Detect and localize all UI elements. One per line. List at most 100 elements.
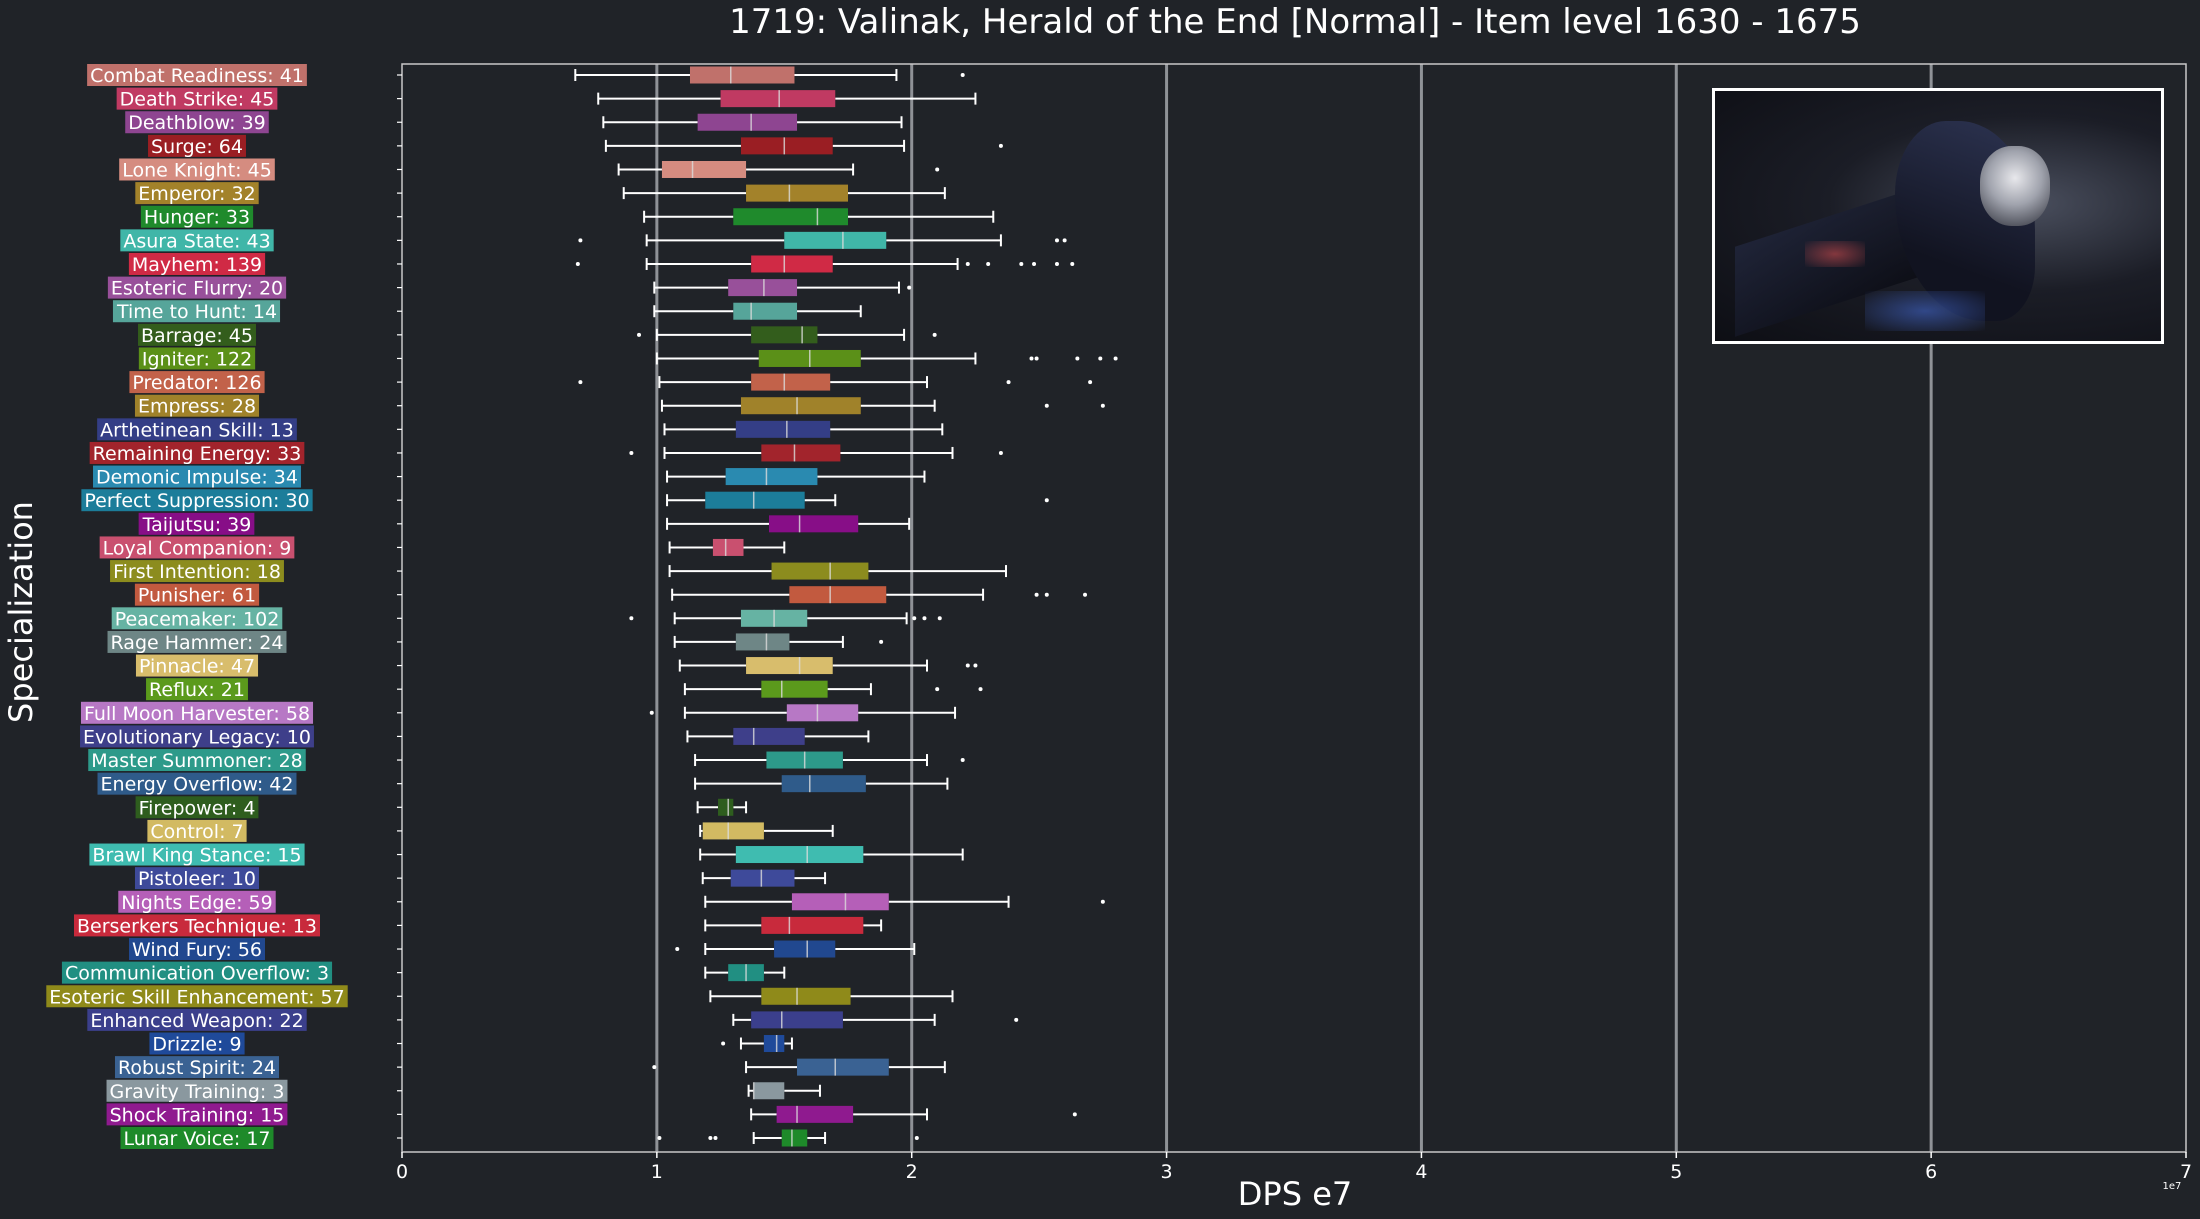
- box-38: [675, 940, 916, 958]
- spec-label-text: Punisher: 61: [138, 585, 256, 607]
- box-21: [668, 538, 786, 556]
- x-tick-label-1: 1: [651, 1161, 663, 1183]
- spec-label-background: [119, 158, 275, 181]
- box-44: [747, 1082, 821, 1100]
- outlier-point: [1014, 1017, 1019, 1022]
- spec-label-35: Pistoleer: 10: [134, 867, 260, 890]
- outlier-point: [986, 261, 991, 266]
- outlier-point: [1044, 498, 1049, 503]
- spec-label-text: Taijutsu: 39: [142, 514, 252, 536]
- outlier-point: [578, 238, 583, 243]
- spec-label-text: Death Strike: 45: [120, 89, 275, 111]
- box-14: [578, 373, 1093, 391]
- spec-label-8: Asura State: 43: [120, 229, 274, 252]
- box-43: [652, 1058, 946, 1076]
- iqr-box: [733, 302, 798, 320]
- iqr-box: [761, 987, 851, 1005]
- spec-label-text: Predator: 126: [132, 372, 261, 394]
- spec-label-text: Perfect Suppression: 30: [84, 490, 309, 512]
- iqr-box: [768, 515, 859, 533]
- iqr-box: [728, 279, 798, 297]
- spec-label-26: Pinnacle: 47: [135, 654, 259, 678]
- outlier-point: [960, 758, 965, 763]
- box-1: [574, 66, 965, 84]
- iqr-box: [735, 846, 864, 864]
- iqr-box: [789, 586, 887, 604]
- spec-label-45: Shock Training: 15: [106, 1103, 288, 1126]
- spec-label-text: Master Summoner: 28: [91, 750, 303, 772]
- box-39: [704, 964, 786, 982]
- box-46: [657, 1129, 919, 1147]
- spec-label-44: Gravity Training: 3: [106, 1079, 288, 1103]
- spec-label-37: Berserkers Technique: 13: [74, 914, 320, 937]
- outlier-point: [578, 380, 583, 385]
- spec-label-13: Igniter: 122: [138, 347, 256, 370]
- spec-label-text: Deathblow: 39: [128, 112, 266, 134]
- spec-label-text: Lunar Voice: 17: [123, 1128, 270, 1150]
- outlier-point: [998, 143, 1003, 148]
- spec-label-background: [149, 1032, 245, 1055]
- outlier-point: [1098, 356, 1103, 361]
- outlier-point: [912, 616, 917, 621]
- box-9: [575, 255, 1075, 273]
- spec-label-text: Esoteric Skill Enhancement: 57: [49, 986, 344, 1008]
- spec-label-background: [87, 1008, 307, 1031]
- spec-label-text: Reflux: 21: [149, 679, 245, 701]
- spec-label-15: Empress: 28: [134, 394, 260, 418]
- spec-label-background: [134, 394, 260, 417]
- spec-label-text: Communication Overflow: 3: [65, 963, 329, 985]
- outlier-point: [907, 285, 912, 290]
- outlier-point: [629, 616, 634, 621]
- spec-label-29: Evolutionary Legacy: 10: [80, 725, 314, 748]
- spec-label-background: [128, 252, 266, 275]
- box-17: [629, 444, 1003, 462]
- spec-label-12: Barrage: 45: [138, 323, 256, 347]
- spec-label-background: [148, 134, 246, 157]
- iqr-box: [740, 397, 861, 415]
- box-12: [637, 326, 937, 344]
- outlier-point: [1100, 403, 1105, 408]
- spec-label-text: Pistoleer: 10: [138, 868, 256, 890]
- outlier-point: [1062, 238, 1067, 243]
- box-33: [699, 822, 834, 840]
- box-45: [750, 1105, 1077, 1123]
- spec-label-32: Firepower: 4: [135, 796, 259, 819]
- outlier-point: [575, 261, 580, 266]
- spec-label-23: Punisher: 61: [134, 583, 260, 607]
- iqr-box: [689, 66, 795, 84]
- outlier-point: [652, 1065, 657, 1070]
- spec-label-42: Drizzle: 9: [149, 1032, 245, 1056]
- outlier-point: [998, 450, 1003, 455]
- spec-label-text: Loyal Companion: 9: [103, 537, 292, 559]
- spec-label-text: Asura State: 43: [123, 230, 270, 252]
- spec-label-background: [135, 182, 259, 205]
- box-6: [622, 184, 946, 202]
- spec-label-background: [89, 843, 305, 866]
- spec-label-text: Peacemaker: 102: [115, 608, 280, 630]
- outlier-point: [1054, 238, 1059, 243]
- spec-label-text: Remaining Energy: 33: [93, 443, 302, 465]
- spec-label-3: Deathblow: 39: [125, 111, 269, 134]
- box-layer: [574, 66, 1118, 1147]
- spec-label-background: [107, 276, 287, 299]
- iqr-box: [733, 727, 805, 745]
- spec-label-5: Lone Knight: 45: [119, 158, 275, 181]
- iqr-box: [746, 184, 848, 202]
- spec-label-background: [99, 536, 295, 559]
- spec-label-21: Loyal Companion: 9: [99, 536, 295, 559]
- iqr-box: [761, 680, 828, 698]
- outlier-point: [1032, 261, 1037, 266]
- box-13: [655, 349, 1118, 367]
- spec-label-4: Surge: 64: [148, 134, 246, 158]
- spec-label-34: Brawl King Stance: 15: [89, 843, 305, 867]
- outlier-point: [879, 639, 884, 644]
- spec-label-background: [134, 583, 260, 606]
- spec-label-6: Emperor: 32: [135, 182, 259, 205]
- spec-label-27: Reflux: 21: [146, 678, 248, 701]
- spec-label-background: [120, 1127, 274, 1149]
- outlier-point: [1044, 592, 1049, 597]
- spec-label-background: [106, 1079, 288, 1102]
- spec-label-background: [88, 749, 306, 772]
- spec-label-background: [93, 465, 301, 488]
- outlier-point: [1029, 356, 1034, 361]
